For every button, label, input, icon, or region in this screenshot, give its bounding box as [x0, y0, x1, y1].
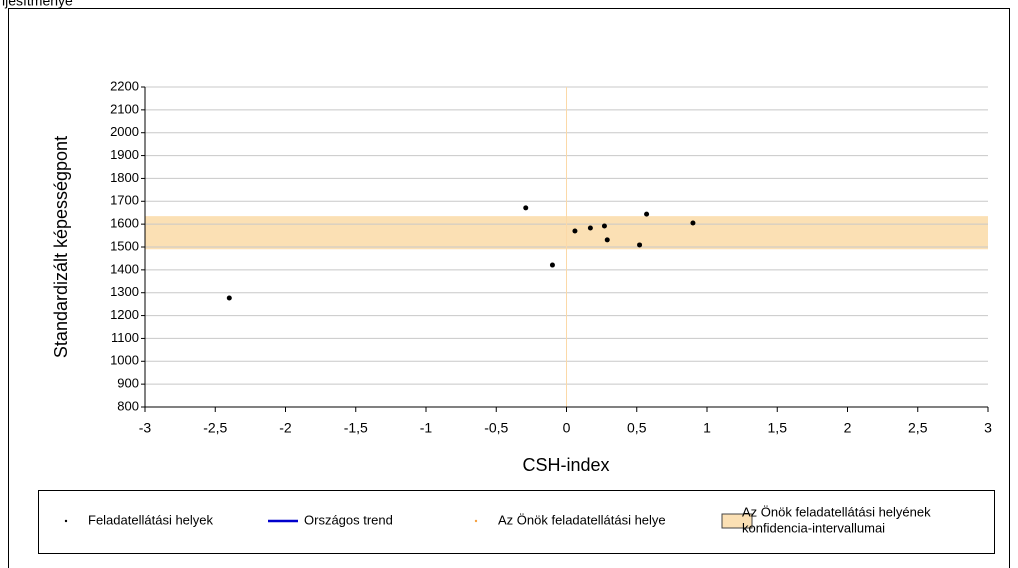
- data-point: [644, 211, 650, 217]
- y-tick-label: 1500: [110, 238, 139, 253]
- y-tick-label: 1600: [110, 216, 139, 231]
- x-tick-label: 0: [563, 420, 571, 436]
- x-tick-label: 0,5: [627, 420, 647, 436]
- x-tick-label: 3: [984, 420, 992, 436]
- y-tick-label: 1000: [110, 353, 139, 368]
- data-point: [572, 228, 578, 234]
- x-tick-label: -0,5: [484, 420, 508, 436]
- legend-label: Az Önök feladatellátási helye: [498, 512, 666, 527]
- data-point: [523, 205, 529, 211]
- data-point: [604, 237, 610, 243]
- data-point: [587, 225, 593, 231]
- x-tick-label: 1,5: [768, 420, 788, 436]
- legend-marker: [721, 513, 753, 529]
- legend-label: Országos trend: [304, 512, 393, 527]
- x-tick-label: 2: [844, 420, 852, 436]
- y-tick-label: 1900: [110, 147, 139, 162]
- y-tick-label: 1400: [110, 261, 139, 276]
- y-tick-label: 2200: [110, 78, 139, 93]
- data-point: [690, 220, 696, 226]
- legend-label: Feladatellátási helyek: [88, 512, 214, 527]
- y-tick-label: 1700: [110, 193, 139, 208]
- legend: [38, 490, 995, 554]
- x-axis-label: CSH-index: [522, 455, 609, 475]
- data-point: [549, 262, 555, 268]
- data-point: [601, 223, 607, 229]
- data-point: [226, 295, 232, 301]
- y-tick-label: 1100: [111, 330, 139, 345]
- x-tick-label: -1,5: [344, 420, 368, 436]
- y-tick-label: 800: [117, 398, 139, 413]
- y-tick-label: 2100: [110, 101, 139, 116]
- x-tick-label: -2: [279, 420, 292, 436]
- x-tick-label: 1: [703, 420, 711, 436]
- y-tick-label: 2000: [110, 124, 139, 139]
- legend-label: Az Önök feladatellátási helyének: [742, 504, 931, 519]
- x-tick-label: -1: [420, 420, 433, 436]
- y-tick-label: 1200: [110, 307, 139, 322]
- y-axis-label: Standardizált képességpont: [51, 136, 71, 358]
- x-tick-label: 2,5: [908, 420, 928, 436]
- page-title: ljesítménye: [2, 0, 73, 9]
- data-point: [637, 242, 643, 248]
- legend-label: konfidencia-intervallumai: [742, 520, 885, 535]
- legend-marker: [474, 519, 478, 523]
- x-tick-label: -3: [139, 420, 152, 436]
- y-tick-label: 1800: [110, 170, 139, 185]
- y-tick-label: 1300: [110, 284, 139, 299]
- x-tick-label: -2,5: [203, 420, 227, 436]
- legend-marker: [64, 519, 68, 523]
- frame: [8, 8, 1010, 568]
- y-tick-label: 900: [117, 376, 139, 391]
